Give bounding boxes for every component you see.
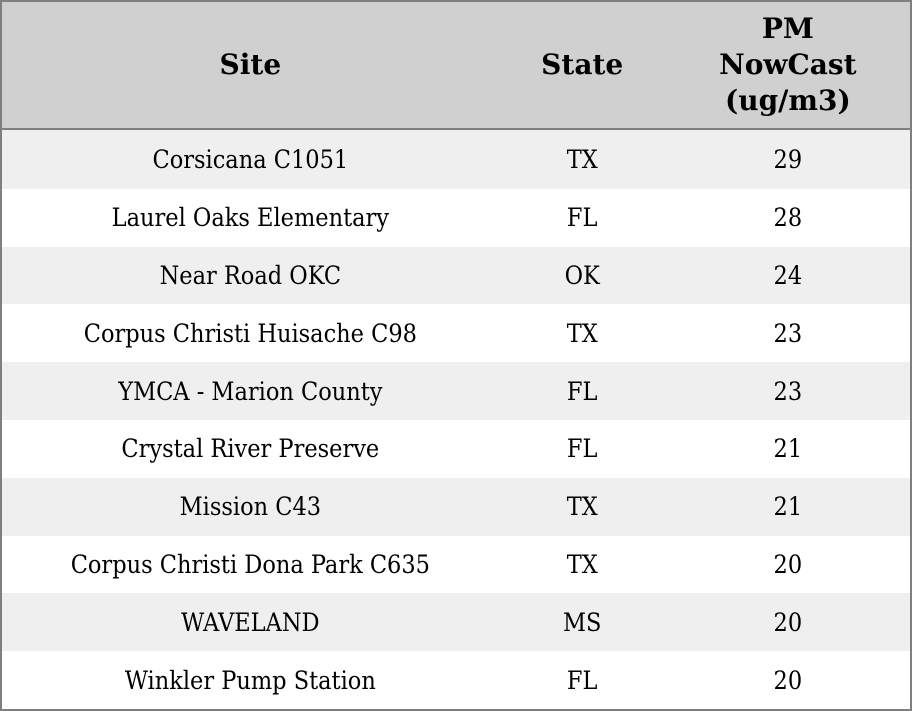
state-cell: MS: [562, 607, 602, 637]
state-cell: FL: [566, 203, 598, 233]
table-row: Winkler Pump Station FL 20: [2, 651, 910, 709]
table-row: Corsicana C1051 TX 29: [2, 129, 910, 189]
value-cell: 28: [773, 203, 803, 233]
state-cell: TX: [566, 492, 598, 522]
site-cell: Corpus Christi Dona Park C635: [70, 549, 430, 579]
state-cell: TX: [566, 318, 598, 348]
state-cell: TX: [566, 144, 598, 174]
site-cell: Corpus Christi Huisache C98: [83, 318, 417, 348]
table-row: Laurel Oaks Elementary FL 28: [2, 188, 910, 247]
column-header-state: State: [498, 2, 666, 130]
table-row: WAVELAND MS 20: [2, 593, 910, 652]
state-cell: TX: [566, 549, 598, 579]
table-row: Mission C43 TX 21: [2, 477, 910, 536]
value-cell: 21: [773, 434, 803, 464]
column-header-site: Site: [2, 2, 499, 130]
table-body: Corsicana C1051 TX 29 Laurel Oaks Elemen…: [2, 129, 910, 709]
site-cell: Mission C43: [179, 492, 322, 522]
state-cell: FL: [566, 434, 598, 464]
site-cell: Near Road OKC: [159, 260, 342, 290]
table-row: Near Road OKC OK 24: [2, 246, 910, 305]
table-row: YMCA - Marion County FL 23: [2, 362, 910, 420]
site-cell: Winkler Pump Station: [124, 665, 376, 695]
value-cell: 20: [773, 607, 803, 637]
site-cell: Laurel Oaks Elementary: [111, 203, 389, 233]
table-header: Site State PM NowCast (ug/m3): [2, 2, 910, 130]
value-cell: 20: [773, 549, 803, 579]
value-cell: 21: [773, 492, 803, 522]
value-cell: 20: [773, 665, 803, 695]
column-header-pm-nowcast: PM NowCast (ug/m3): [665, 2, 910, 130]
state-cell: OK: [564, 260, 600, 290]
site-cell: Corsicana C1051: [152, 144, 349, 174]
site-cell: Crystal River Preserve: [121, 434, 380, 464]
site-cell: YMCA - Marion County: [118, 376, 383, 406]
value-cell: 23: [773, 376, 803, 406]
table-row: Crystal River Preserve FL 21: [2, 419, 910, 478]
table-row: Corpus Christi Huisache C98 TX 23: [2, 304, 910, 363]
state-cell: FL: [566, 665, 598, 695]
value-cell: 29: [773, 144, 803, 174]
value-cell: 23: [773, 318, 803, 348]
value-cell: 24: [773, 260, 803, 290]
table-row: Corpus Christi Dona Park C635 TX 20: [2, 535, 910, 594]
state-cell: FL: [566, 376, 598, 406]
site-cell: WAVELAND: [181, 607, 320, 637]
header-row: Site State PM NowCast (ug/m3): [2, 2, 910, 130]
